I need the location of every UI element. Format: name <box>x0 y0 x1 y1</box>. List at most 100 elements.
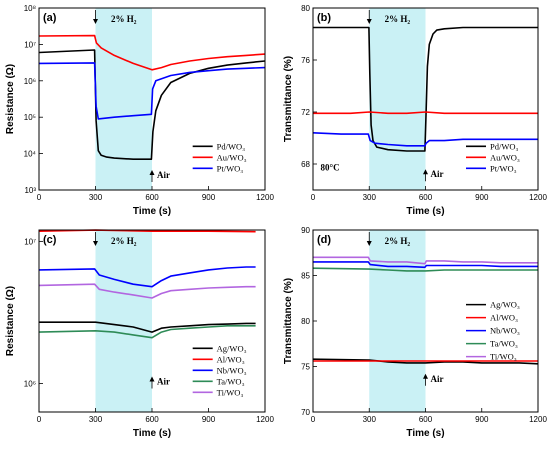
air-annotation: Air <box>157 376 170 386</box>
x-tick-label: 300 <box>363 193 377 202</box>
legend-label: Nb/WO₃ <box>217 365 247 375</box>
air-annotation: Air <box>431 169 444 179</box>
gas-arrow-head <box>366 241 372 246</box>
y-tick-label: 10³ <box>24 186 36 195</box>
h2-exposure-region <box>369 8 426 190</box>
y-axis-label: Transmittance (%) <box>283 278 294 364</box>
gas-arrow-head <box>93 19 98 24</box>
panel-label: (b) <box>317 12 331 24</box>
series-line-1 <box>39 321 256 333</box>
air-arrow-head <box>149 169 155 175</box>
legend-label: Al/WO₃ <box>490 313 518 323</box>
y-tick-label: 68 <box>301 160 310 169</box>
y-tick-label: 90 <box>301 226 310 235</box>
y-axis-label: Transmittance (%) <box>283 56 294 142</box>
legend-label: Au/WO₃ <box>217 152 247 162</box>
series-line-3 <box>38 62 266 120</box>
series-line-4 <box>38 324 256 339</box>
gas-annotation: 2% H₂ <box>385 14 411 24</box>
y-tick-label: 10⁴ <box>24 150 37 159</box>
x-tick-label: 1200 <box>256 415 274 424</box>
x-tick-label: 900 <box>475 193 489 202</box>
series-line-5 <box>313 256 538 265</box>
air-annotation: Air <box>431 374 444 384</box>
y-tick-label: 80 <box>301 4 310 13</box>
panel-label: (d) <box>317 234 331 246</box>
series-line-3 <box>38 266 256 288</box>
gas-annotation: 2% H₂ <box>111 14 137 24</box>
x-tick-label: 600 <box>145 193 159 202</box>
x-tick-label: 600 <box>419 415 433 424</box>
series-line-2 <box>38 34 266 71</box>
legend-label: Pd/WO₃ <box>490 141 519 151</box>
series-line-3 <box>312 132 538 147</box>
air-arrow-head <box>423 373 428 379</box>
chart-panel-d: 0 300 600 900 1200 70 75 80 85 90 Time (s) Transmit… <box>283 226 547 439</box>
x-tick-label: 1200 <box>256 193 274 202</box>
y-tick-label: 70 <box>301 408 310 417</box>
x-tick-label: 0 <box>311 193 316 202</box>
h2-exposure-region <box>95 230 152 412</box>
legend-label: Ta/WO₃ <box>490 339 518 349</box>
x-tick-label: 0 <box>37 193 42 202</box>
legend-label: Ti/WO₃ <box>490 352 517 362</box>
legend-label: Nb/WO₃ <box>490 326 520 336</box>
legend-label: Ag/WO₃ <box>490 300 520 310</box>
h2-exposure-region <box>369 230 426 412</box>
y-tick-label: 80 <box>301 317 310 326</box>
x-tick-label: 0 <box>311 415 316 424</box>
legend-label: Ta/WO₃ <box>217 376 245 386</box>
y-tick-label: 75 <box>301 363 310 372</box>
series-line-1 <box>313 26 538 152</box>
x-tick-label: 600 <box>419 193 433 202</box>
x-tick-label: 300 <box>89 415 103 424</box>
x-tick-label: 600 <box>145 415 159 424</box>
legend-label: Al/WO₃ <box>217 354 245 364</box>
x-tick-label: 300 <box>363 415 377 424</box>
air-arrow-head <box>149 376 155 382</box>
air-arrow-head <box>423 169 428 175</box>
panel-label: (a) <box>43 12 57 24</box>
y-tick-label: 10⁸ <box>24 4 36 13</box>
x-tick-label: 1200 <box>529 193 547 202</box>
legend-label: Ti/WO₃ <box>217 387 244 397</box>
y-tick-label: 10⁶ <box>24 77 36 86</box>
temperature-annotation: 80°C <box>321 163 340 173</box>
series-line-4 <box>312 267 538 272</box>
legend-label: Ag/WO₃ <box>217 343 247 353</box>
series-line-1 <box>38 49 266 160</box>
legend-label: Pt/WO₃ <box>490 163 517 173</box>
gas-annotation: 2% H₂ <box>111 236 137 246</box>
y-tick-label: 10⁷ <box>24 40 36 49</box>
y-tick-label: 10⁶ <box>24 380 36 389</box>
x-tick-label: 1200 <box>529 415 547 424</box>
x-tick-label: 900 <box>475 415 489 424</box>
legend-label: Pt/WO₃ <box>217 163 244 173</box>
chart-panel-a: 0 300 600 900 1200 10³ 10⁴ 10⁵ 10⁶ 10⁷ 10⁸ Time (s)… <box>5 4 274 217</box>
x-tick-label: 0 <box>37 415 42 424</box>
legend-label: Au/WO₃ <box>490 152 520 162</box>
y-tick-label: 10⁷ <box>24 237 36 246</box>
x-tick-label: 900 <box>202 415 216 424</box>
panel-label: (c) <box>43 234 57 246</box>
chart-panel-b: 0 300 600 900 1200 68 72 76 80 Time (s) Transmitta… <box>283 4 547 217</box>
gas-arrow-head <box>93 241 98 246</box>
x-axis-label: Time (s) <box>133 206 171 217</box>
y-tick-label: 85 <box>301 272 310 281</box>
x-axis-label: Time (s) <box>406 206 444 217</box>
y-axis-label: Resistance (Ω) <box>5 286 16 356</box>
legend-label: Pd/WO₃ <box>217 141 246 151</box>
series-line-3 <box>313 261 538 269</box>
series-line-2 <box>313 111 538 115</box>
air-annotation: Air <box>157 170 170 180</box>
x-axis-label: Time (s) <box>406 428 444 439</box>
y-tick-label: 76 <box>301 56 310 65</box>
series-line-5 <box>38 283 256 299</box>
x-tick-label: 300 <box>89 193 103 202</box>
y-tick-label: 10⁵ <box>24 113 36 122</box>
x-tick-label: 900 <box>202 193 216 202</box>
gas-annotation: 2% H₂ <box>385 236 411 246</box>
x-axis-label: Time (s) <box>133 428 171 439</box>
chart-panel-c: 0 300 600 900 1200 10⁶ 10⁷ Time (s) Resistance (… <box>5 229 274 439</box>
